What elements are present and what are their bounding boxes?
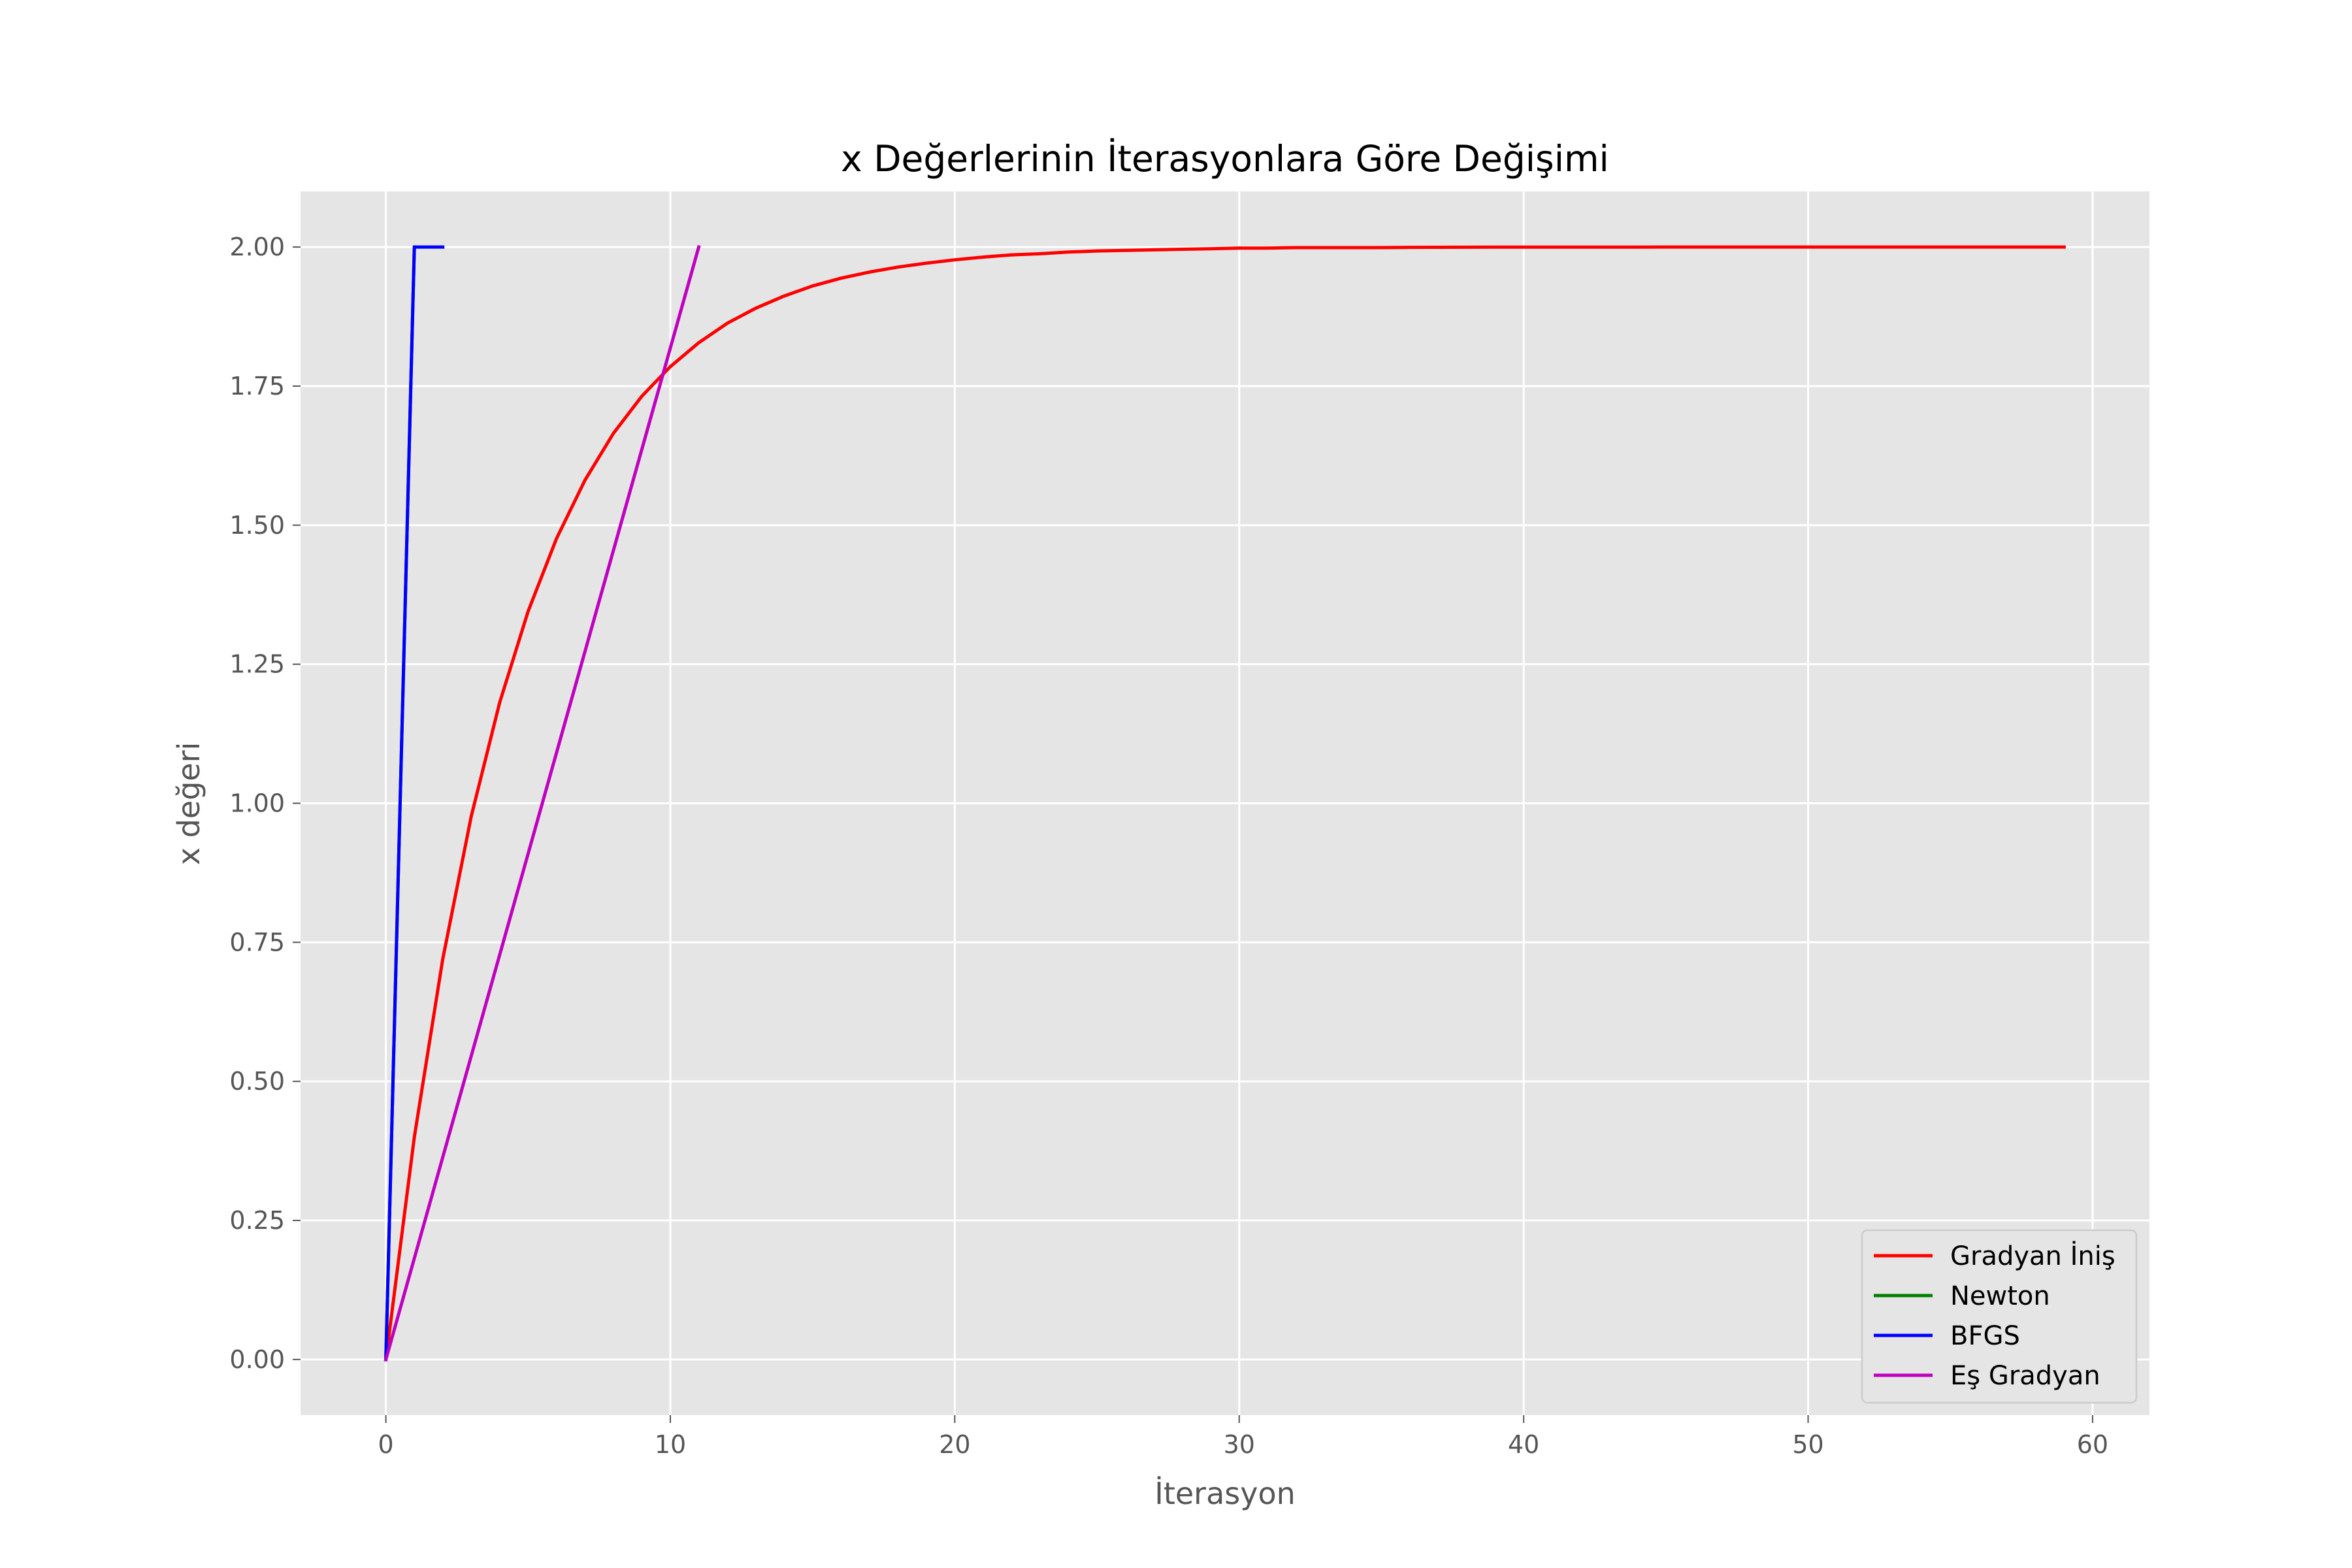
y-tick-label: 1.75: [229, 372, 285, 400]
y-tick-label: 1.00: [229, 789, 285, 818]
x-tick-label: 0: [378, 1430, 394, 1459]
series-line-gradyan-i-ni: [384, 245, 2066, 1362]
y-tick-label: 1.50: [229, 511, 285, 540]
x-tick-label: 50: [1792, 1430, 1823, 1459]
y-tick-label: 0.00: [229, 1345, 285, 1374]
legend-label: Eş Gradyan: [1950, 1361, 2100, 1391]
series-line-bfgs: [384, 245, 445, 1362]
legend-label: Newton: [1950, 1281, 2050, 1311]
x-tick-label: 60: [2077, 1430, 2108, 1459]
y-tick-label: 0.25: [229, 1206, 285, 1235]
y-tick-label: 0.75: [229, 928, 285, 956]
grid-lines: [301, 191, 2149, 1415]
x-axis-label: İterasyon: [1154, 1476, 1296, 1511]
x-tick-label: 40: [1508, 1430, 1539, 1459]
legend: Gradyan İniş Newton BFGS Eş Gradyan: [1861, 1229, 2138, 1404]
x-tick-label: 20: [939, 1430, 970, 1459]
y-tick-label: 1.25: [229, 650, 285, 679]
series-line-e-gradyan: [384, 245, 701, 1362]
x-tick-labels: 0 10 20 30 40 50 60: [378, 1415, 2108, 1459]
x-tick-label: 10: [655, 1430, 686, 1459]
legend-label: Gradyan İniş: [1950, 1240, 2115, 1271]
legend-box: [1861, 1229, 2138, 1404]
y-axis-label: x değeri: [171, 742, 206, 866]
y-tick-label: 0.50: [229, 1067, 285, 1096]
chart-title: x Değerlerinin İterasyonlara Göre Değişi…: [841, 138, 1609, 180]
legend-label: BFGS: [1950, 1321, 2020, 1351]
x-tick-label: 30: [1224, 1430, 1255, 1459]
y-tick-label: 2.00: [229, 233, 285, 261]
y-tick-labels: 0.00 0.25 0.50 0.75 1.00 1.25 1.50 1.75 2.00: [229, 233, 301, 1374]
series-lines: [384, 245, 2066, 1362]
